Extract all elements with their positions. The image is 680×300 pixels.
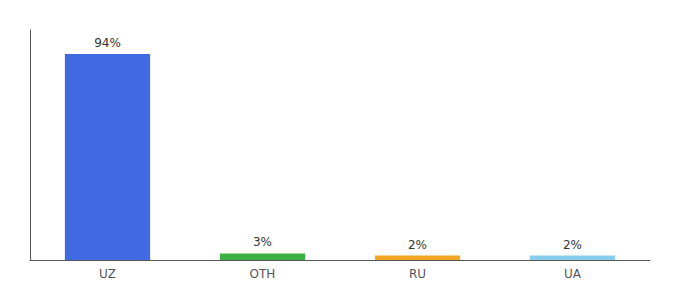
svg-text:3%: 3% — [253, 235, 272, 249]
svg-text:OTH: OTH — [250, 267, 276, 281]
svg-text:2%: 2% — [563, 238, 582, 252]
svg-text:UA: UA — [564, 267, 582, 281]
svg-text:UZ: UZ — [99, 267, 116, 281]
svg-text:94%: 94% — [94, 36, 121, 50]
svg-text:2%: 2% — [408, 238, 427, 252]
svg-text:RU: RU — [409, 267, 426, 281]
